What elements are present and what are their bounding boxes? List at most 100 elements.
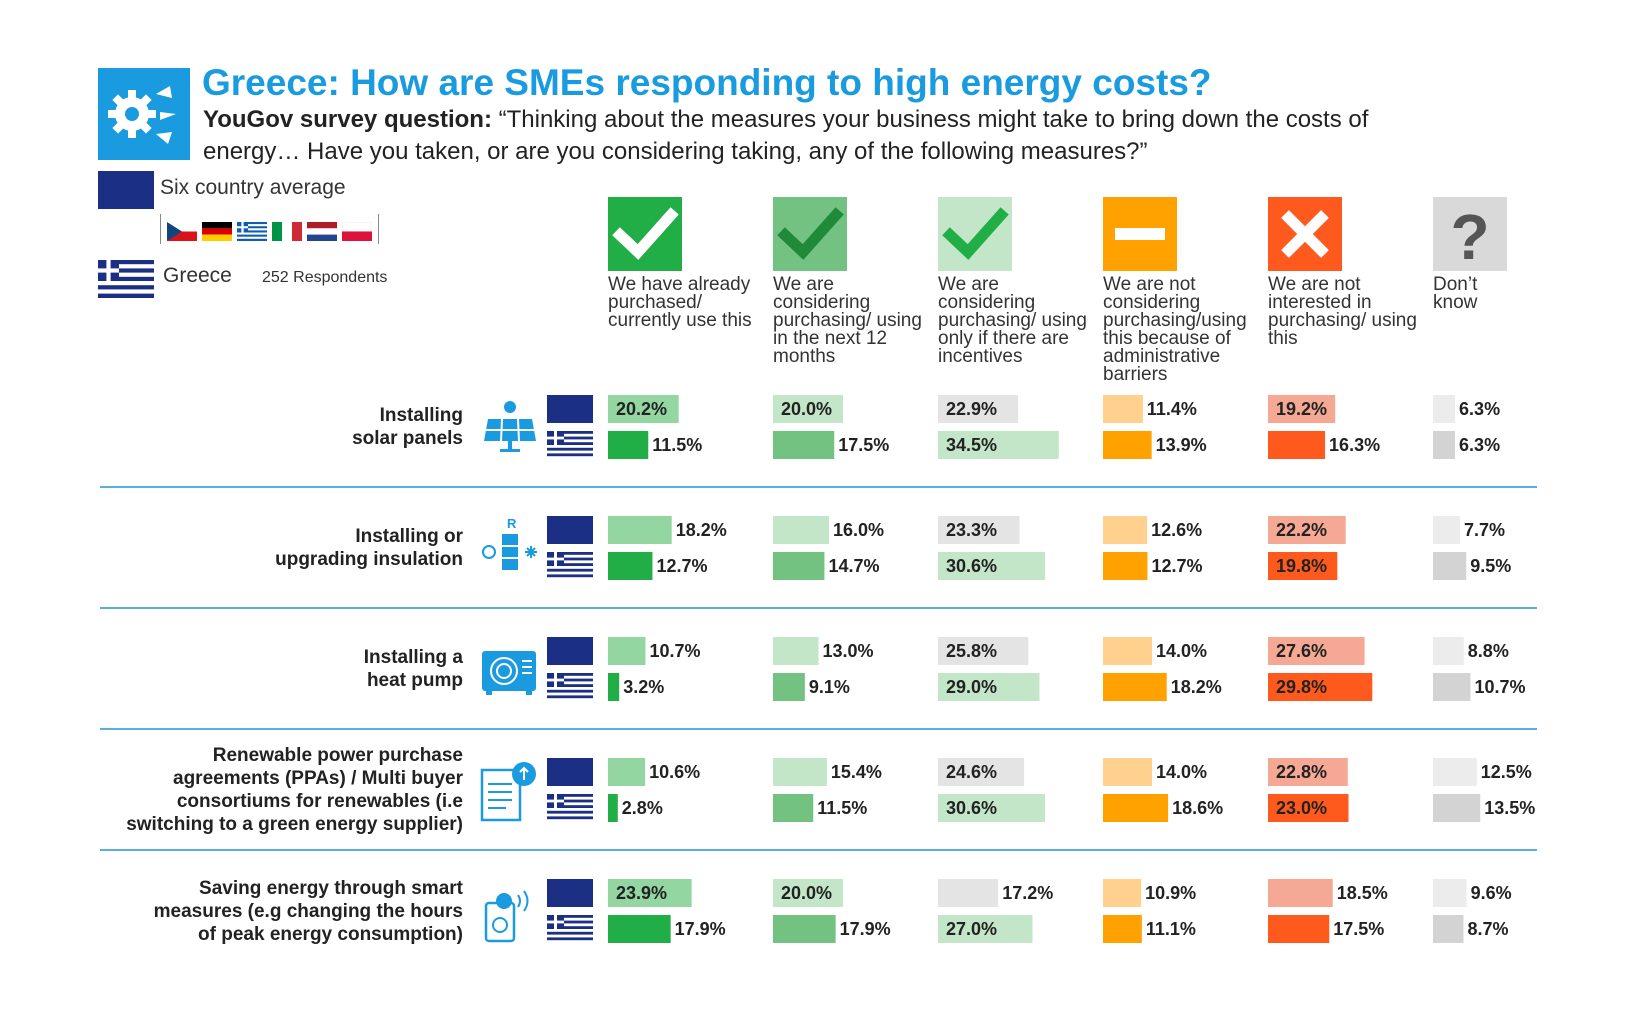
greece-value-label: 3.2% bbox=[623, 677, 665, 697]
greece-flag-stripe bbox=[547, 937, 593, 941]
greece-bar bbox=[773, 915, 836, 943]
greece-bar bbox=[773, 431, 835, 459]
greece-value-label: 18.2% bbox=[1170, 677, 1222, 697]
greece-flag-cross bbox=[547, 436, 564, 440]
average-value-label: 7.7% bbox=[1463, 520, 1505, 540]
average-value-label: 18.2% bbox=[675, 520, 727, 540]
average-bar bbox=[773, 395, 843, 423]
greece-flag-stripe bbox=[547, 926, 593, 929]
average-bar bbox=[773, 758, 827, 786]
greece-bar bbox=[773, 673, 805, 701]
average-series-swatch bbox=[547, 879, 593, 907]
average-bar bbox=[608, 879, 692, 907]
greece-bar bbox=[608, 673, 620, 701]
greece-flag-stripe bbox=[547, 794, 593, 797]
average-bar bbox=[1433, 637, 1464, 665]
average-bar bbox=[1103, 879, 1142, 907]
average-value-label: 19.2% bbox=[1276, 399, 1328, 419]
average-bar bbox=[938, 637, 1029, 665]
greece-bar bbox=[1433, 552, 1467, 580]
check-icon bbox=[938, 197, 1012, 271]
greece-flag-stripe bbox=[547, 442, 593, 445]
row-label: Installing or upgrading insulation bbox=[275, 526, 463, 570]
average-bar bbox=[1433, 516, 1460, 544]
legend-greece-flag bbox=[98, 260, 154, 298]
minus-icon bbox=[1103, 197, 1177, 271]
greece-bar bbox=[608, 552, 653, 580]
check-icon bbox=[773, 197, 847, 271]
greece-bar bbox=[1103, 673, 1167, 701]
italian-flag bbox=[272, 222, 302, 241]
average-bar bbox=[1103, 516, 1148, 544]
greece-bar bbox=[938, 431, 1059, 459]
greece-value-label: 34.5% bbox=[946, 435, 998, 455]
greece-bar bbox=[938, 673, 1040, 701]
average-value-label: 6.3% bbox=[1459, 399, 1501, 419]
survey-question: YouGov survey question: “Thinking about … bbox=[203, 104, 1443, 168]
greece-bar bbox=[773, 794, 814, 822]
average-bar bbox=[938, 879, 999, 907]
greece-value-label: 29.8% bbox=[1276, 677, 1328, 697]
greece-value-label: 18.6% bbox=[1172, 798, 1224, 818]
average-bar bbox=[1268, 395, 1336, 423]
greece-flag-stripe bbox=[547, 453, 593, 457]
greece-value-label: 30.6% bbox=[946, 798, 998, 818]
greece-value-label: 16.3% bbox=[1329, 435, 1381, 455]
average-bar bbox=[773, 516, 829, 544]
average-value-label: 20.0% bbox=[781, 883, 833, 903]
greece-flag-stripe bbox=[547, 678, 593, 682]
greece-value-label: 17.9% bbox=[839, 919, 891, 939]
greece-value-label: 11.5% bbox=[817, 798, 868, 818]
average-value-label: 23.9% bbox=[616, 883, 668, 903]
survey-question-text: “Thinking about the measures your busine… bbox=[203, 106, 1369, 165]
greece-value-label: 9.5% bbox=[1470, 556, 1512, 576]
greece-bar bbox=[1268, 431, 1326, 459]
greece-bar bbox=[1268, 673, 1373, 701]
column-label: Don’t know bbox=[1433, 274, 1478, 313]
average-value-label: 9.6% bbox=[1470, 883, 1512, 903]
average-value-label: 18.5% bbox=[1336, 883, 1388, 903]
greece-bar bbox=[1433, 794, 1481, 822]
greece-bar bbox=[938, 552, 1046, 580]
greece-flag-stripe bbox=[547, 920, 593, 924]
legend-average-swatch bbox=[98, 171, 154, 209]
average-value-label: 17.2% bbox=[1002, 883, 1054, 903]
solar-panel-icon bbox=[484, 401, 536, 452]
average-bar bbox=[1103, 395, 1143, 423]
check-icon bbox=[608, 197, 682, 271]
greece-bar bbox=[1268, 794, 1349, 822]
row-label: Installing a heat pump bbox=[363, 647, 463, 691]
average-value-label: 13.0% bbox=[822, 641, 874, 661]
respondents-count: 252 Respondents bbox=[262, 269, 388, 286]
greece-bar bbox=[608, 915, 671, 943]
greece-bar bbox=[1103, 915, 1142, 943]
greece-value-label: 11.5% bbox=[652, 435, 703, 455]
greece-flag-stripe bbox=[547, 816, 593, 820]
greece-flag-stripe bbox=[547, 810, 593, 814]
page-title: Greece: How are SMEs responding to high … bbox=[202, 62, 1212, 103]
average-series-swatch bbox=[547, 637, 593, 665]
average-series-swatch bbox=[547, 758, 593, 786]
average-bar bbox=[1268, 758, 1348, 786]
greece-flag-stripe bbox=[547, 684, 593, 687]
average-bar bbox=[773, 879, 843, 907]
greece-value-label: 17.9% bbox=[674, 919, 726, 939]
greece-flag-cross bbox=[547, 557, 564, 561]
greece-flag-stripe bbox=[547, 431, 593, 434]
row-label: Installing solar panels bbox=[352, 405, 463, 449]
greece-value-label: 29.0% bbox=[946, 677, 998, 697]
average-bar bbox=[1268, 516, 1346, 544]
greece-bar bbox=[608, 431, 649, 459]
average-bar bbox=[1433, 395, 1456, 423]
average-bar bbox=[608, 395, 679, 423]
greece-value-label: 6.3% bbox=[1459, 435, 1501, 455]
average-value-label: 10.9% bbox=[1145, 883, 1197, 903]
cross-icon bbox=[1268, 197, 1342, 271]
average-bar bbox=[773, 637, 819, 665]
average-value-label: 25.8% bbox=[946, 641, 998, 661]
czech-flag bbox=[167, 222, 197, 241]
average-bar bbox=[1268, 637, 1365, 665]
row-label: Saving energy through smart measures (e.… bbox=[153, 877, 463, 945]
average-bar bbox=[1433, 758, 1477, 786]
greece-flag-cross bbox=[547, 678, 564, 682]
